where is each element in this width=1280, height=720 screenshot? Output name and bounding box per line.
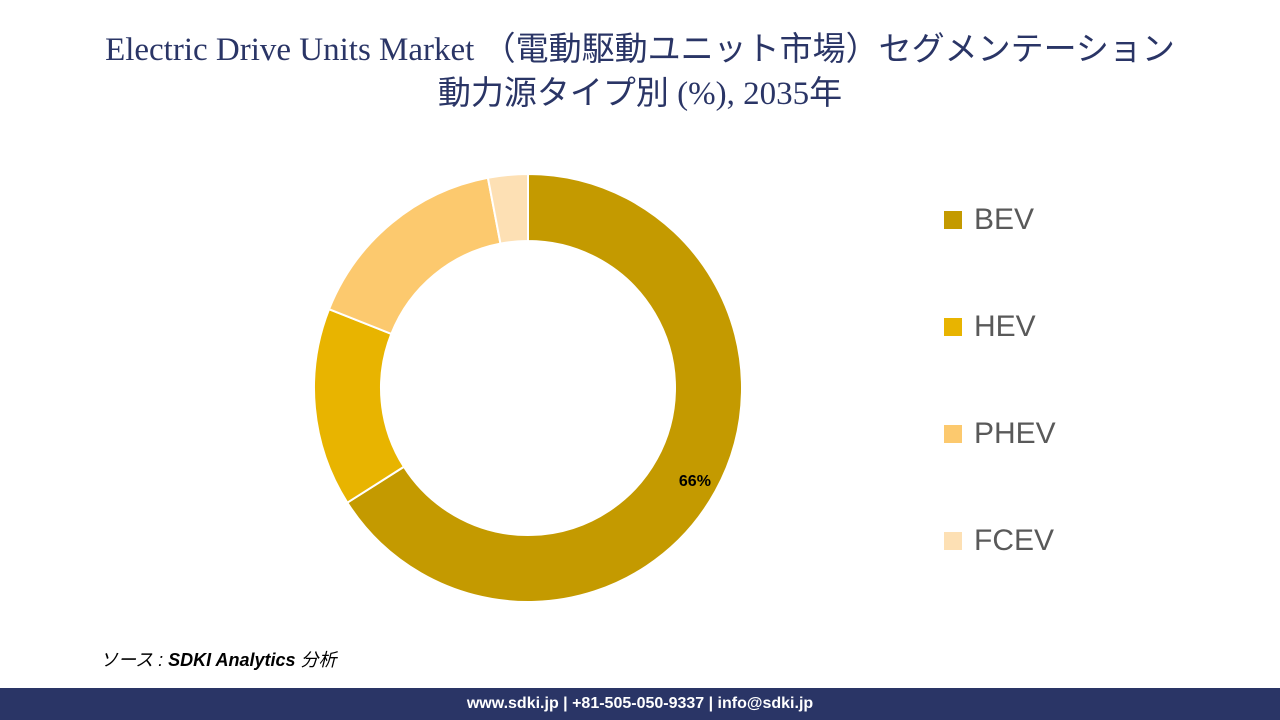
chart-title-line-1: Electric Drive Units Market （電動駆動ユニット市場）… bbox=[105, 32, 1175, 68]
donut-slice-fcev bbox=[486, 172, 529, 245]
legend-label: PHEV bbox=[974, 417, 1056, 450]
source-name: SDKI Analytics bbox=[168, 650, 296, 670]
donut-slice-hev bbox=[313, 307, 406, 505]
legend-label: FCEV bbox=[974, 524, 1055, 557]
footer-bar: www.sdki.jp | +81-505-050-9337 | info@sd… bbox=[0, 688, 1280, 720]
legend-label: HEV bbox=[974, 310, 1036, 343]
source-prefix: ソース : bbox=[100, 650, 169, 670]
legend-swatch bbox=[944, 211, 962, 229]
legend-item-bev: BEV bbox=[944, 200, 1034, 240]
legend-item-phev: PHEV bbox=[944, 414, 1056, 454]
chart-title-line-2: 動力源タイプ別 (%), 2035年 bbox=[437, 76, 843, 112]
footer-contact: www.sdki.jp | +81-505-050-9337 | info@sd… bbox=[466, 695, 814, 712]
chart-title: Electric Drive Units Market （電動駆動ユニット市場）… bbox=[0, 28, 1280, 116]
legend-item-hev: HEV bbox=[944, 307, 1036, 347]
legend-swatch bbox=[944, 318, 962, 336]
legend-swatch bbox=[944, 425, 962, 443]
donut-slice-phev bbox=[327, 176, 502, 336]
legend-label: BEV bbox=[974, 203, 1035, 236]
donut-slice-bev bbox=[345, 172, 743, 603]
legend-item-fcev: FCEV bbox=[944, 521, 1054, 561]
legend-swatch bbox=[944, 532, 962, 550]
data-label-bev: 66% bbox=[679, 473, 711, 490]
source-suffix: 分析 bbox=[295, 650, 337, 670]
source-note: ソース : SDKI Analytics 分析 bbox=[100, 646, 337, 672]
